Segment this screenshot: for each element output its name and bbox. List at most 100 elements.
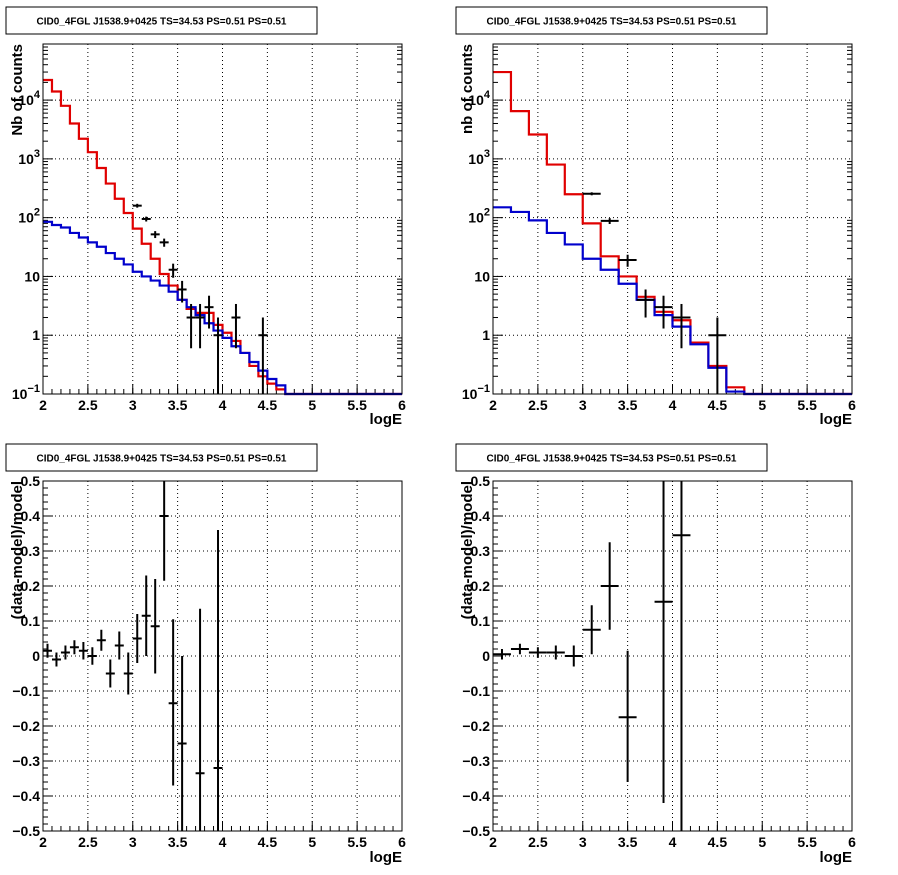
y-axis-title: nb of counts — [459, 44, 476, 134]
plot-area: 2 2.5 3 3.5 4 4.5 5 5.5 6 10−1 1 10 102 103 104 — [462, 43, 856, 413]
data-point — [546, 645, 565, 660]
data-point — [43, 643, 52, 658]
x-tick-label: 6 — [848, 834, 856, 850]
data-point — [195, 608, 205, 831]
title-box — [5, 6, 318, 35]
y-tick-label: 0.2 — [471, 578, 491, 594]
x-tick-label: 5.5 — [347, 834, 367, 850]
data-point — [654, 295, 673, 329]
x-tick-label: 5.5 — [797, 397, 817, 413]
x-tick-label: 4.5 — [708, 834, 728, 850]
y-tick-label: −0.1 — [462, 683, 490, 699]
x-tick-label: 2 — [39, 834, 47, 850]
chart-title: CID0_4FGL J1538.9+0425 TS=34.53 PS=0.51 … — [37, 17, 287, 28]
y-tick-label: −0.3 — [462, 753, 490, 769]
x-tick-label: 3 — [129, 397, 137, 413]
y-tick-label: 10−1 — [12, 383, 40, 402]
y-tick-label: 103 — [468, 148, 490, 167]
data-point — [96, 629, 106, 651]
data-point — [78, 642, 88, 660]
y-tick-label: 102 — [468, 207, 490, 226]
data-point — [195, 303, 205, 349]
x-tick-label: 4 — [669, 834, 677, 850]
data-point — [708, 317, 727, 394]
title-box — [5, 443, 318, 472]
x-tick-label: 4.5 — [708, 397, 728, 413]
x-tick-label: 4.5 — [258, 834, 278, 850]
data-point — [141, 575, 151, 656]
x-tick-label: 5 — [308, 397, 316, 413]
x-tick-label: 3.5 — [618, 834, 638, 850]
title-box — [455, 443, 768, 472]
data-point — [60, 645, 70, 660]
x-axis-title: logE — [370, 411, 403, 428]
x-tick-label: 2 — [489, 834, 497, 850]
panel-counts-right: CID0_4FGL J1538.9+0425 TS=34.53 PS=0.51 … — [455, 6, 856, 428]
data-point — [186, 303, 196, 349]
data-point — [213, 317, 223, 394]
x-tick-label: 2.5 — [78, 397, 98, 413]
x-tick-label: 3.5 — [618, 397, 638, 413]
y-tick-label: 0.2 — [21, 578, 41, 594]
data-point — [618, 254, 637, 267]
y-tick-label: −0.4 — [462, 788, 490, 804]
data-point — [213, 530, 223, 831]
y-tick-label: −0.1 — [12, 683, 40, 699]
data-point — [132, 203, 142, 208]
x-tick-label: 5 — [758, 834, 766, 850]
y-tick-label: 0 — [32, 648, 40, 664]
plot-area: 2 2.5 3 3.5 4 4.5 5 5.5 6 −0.5 −0.4 −0.3 −0.2 −0.1 0 0.… — [12, 473, 406, 850]
data-point — [150, 231, 160, 239]
x-tick-label: 4 — [219, 397, 227, 413]
data-point — [618, 650, 637, 782]
x-tick-label: 2.5 — [528, 397, 548, 413]
x-tick-label: 5 — [758, 397, 766, 413]
y-axis-title: (data-model)/model — [9, 481, 26, 619]
x-tick-label: 5 — [308, 834, 316, 850]
y-tick-label: 102 — [18, 207, 40, 226]
y-tick-label: 0.5 — [471, 473, 491, 489]
x-tick-label: 4 — [219, 834, 227, 850]
x-tick-label: 3 — [579, 834, 587, 850]
data-point — [51, 652, 61, 667]
x-axis-title: logE — [370, 849, 403, 866]
y-tick-label: 0.1 — [471, 613, 491, 629]
data-point — [258, 317, 268, 394]
x-tick-label: 2.5 — [528, 834, 548, 850]
data-point — [141, 216, 151, 222]
chart-title: CID0_4FGL J1538.9+0425 TS=34.53 PS=0.51 … — [487, 17, 737, 28]
y-axis-title: Nb of counts — [9, 44, 26, 136]
data-point — [600, 542, 619, 630]
x-tick-label: 3.5 — [168, 397, 188, 413]
data-point — [636, 289, 655, 318]
data-point — [582, 605, 601, 655]
panel-residuals-right: CID0_4FGL J1538.9+0425 TS=34.53 PS=0.51 … — [455, 443, 856, 866]
data-point — [177, 280, 187, 303]
y-tick-label: 0.4 — [471, 508, 491, 524]
y-tick-label: 1 — [482, 327, 490, 343]
data-point — [168, 263, 178, 278]
x-tick-label: 6 — [398, 834, 406, 850]
panel-counts-left: CID0_4FGL J1538.9+0425 TS=34.53 PS=0.51 … — [5, 6, 406, 428]
y-tick-label: 0.4 — [21, 508, 41, 524]
x-tick-label: 6 — [848, 397, 856, 413]
data-point — [168, 619, 178, 786]
chart-title: CID0_4FGL J1538.9+0425 TS=34.53 PS=0.51 … — [487, 454, 737, 465]
y-tick-label: 10 — [24, 268, 40, 284]
x-tick-label: 5.5 — [347, 397, 367, 413]
plot-area: 2 2.5 3 3.5 4 4.5 5 5.5 6 −0.5 −0.4 −0.3 −0.2 −0.1 0 0.… — [462, 473, 856, 850]
y-tick-label: −0.2 — [462, 718, 490, 734]
data-point — [654, 481, 673, 803]
y-tick-label: 10−1 — [462, 383, 490, 402]
data-point — [493, 649, 511, 660]
x-tick-label: 2 — [489, 397, 497, 413]
data-point — [582, 192, 601, 196]
data-point — [87, 647, 97, 665]
y-tick-label: 0 — [482, 648, 490, 664]
y-tick-label: 1 — [32, 327, 40, 343]
x-axis-title: logE — [820, 411, 853, 428]
data-point — [672, 481, 691, 831]
data-point — [159, 481, 169, 581]
y-tick-label: 104 — [18, 89, 41, 108]
